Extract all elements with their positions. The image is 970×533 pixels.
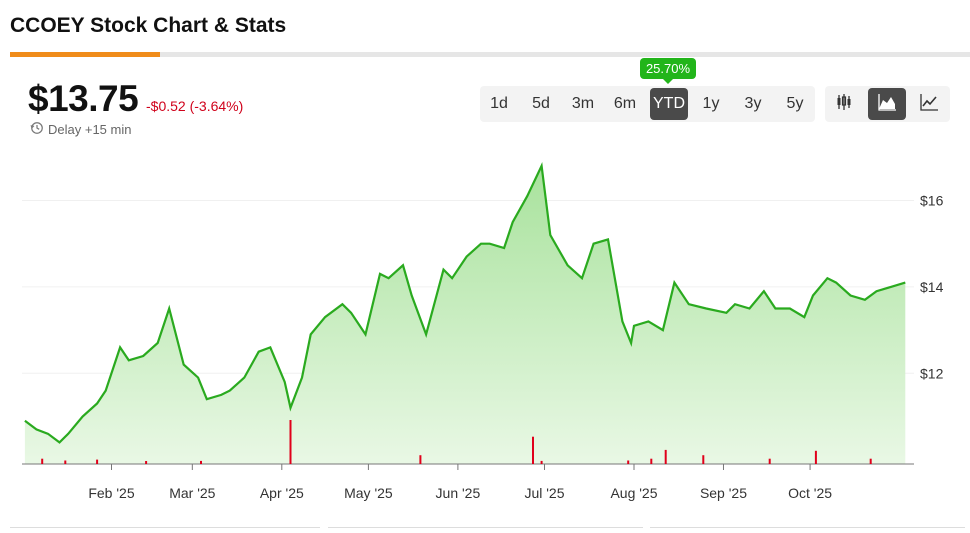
y-tick-label: $14 — [920, 279, 944, 295]
x-tick-label: Oct '25 — [788, 485, 832, 501]
delay-text: Delay +15 min — [48, 122, 132, 137]
volume-bar — [289, 420, 292, 464]
bottom-tabs-hint — [0, 524, 970, 532]
x-tick-label: Sep '25 — [700, 485, 747, 501]
range-3y-button[interactable]: 3y — [744, 95, 762, 112]
volume-bar — [64, 460, 67, 464]
volume-bar — [664, 449, 667, 464]
range-ytd-button[interactable]: YTD — [650, 88, 688, 120]
chart-type-selector — [825, 86, 950, 122]
volume-bar — [41, 458, 44, 464]
history-clock-icon — [30, 121, 44, 138]
volume-bar — [627, 460, 630, 464]
volume-bars — [41, 420, 872, 464]
x-tick-label: May '25 — [344, 485, 393, 501]
volume-bar — [702, 455, 705, 464]
x-tick-label: Jul '25 — [524, 485, 564, 501]
range-3m-button[interactable]: 3m — [571, 95, 595, 112]
price-line — [24, 162, 906, 444]
volume-bar — [419, 455, 422, 464]
header-accent-bar — [10, 52, 160, 57]
line-chart-icon — [919, 92, 939, 117]
delay-note: Delay +15 min — [30, 121, 131, 138]
range-selector: 1d 5d 3m 6m YTD 1y 3y 5y — [480, 86, 815, 122]
candlestick-chart-button[interactable] — [825, 88, 863, 120]
y-axis: $12 $14 $16 — [920, 192, 944, 381]
volume-bar — [540, 460, 543, 464]
area-chart-icon — [877, 92, 897, 117]
x-tick-label: Jun '25 — [436, 485, 481, 501]
range-5d-button[interactable]: 5d — [532, 95, 550, 112]
area-chart-button[interactable] — [868, 88, 906, 120]
x-tick-label: Apr '25 — [260, 485, 304, 501]
volume-bar — [532, 436, 534, 464]
range-1d-button[interactable]: 1d — [490, 95, 508, 112]
volume-bar — [96, 459, 99, 464]
volume-bar — [650, 458, 653, 464]
volume-bar — [768, 458, 771, 464]
header-divider — [10, 52, 970, 57]
x-tick-label: Feb '25 — [88, 485, 134, 501]
y-tick-label: $16 — [920, 192, 944, 208]
range-1y-button[interactable]: 1y — [702, 95, 720, 112]
bottom-tab-3 — [650, 527, 965, 533]
bottom-tab-2 — [328, 527, 643, 533]
range-5y-button[interactable]: 5y — [786, 95, 804, 112]
range-return-badge: 25.70% — [640, 58, 696, 84]
bottom-tab-1 — [10, 527, 320, 533]
y-tick-label: $12 — [920, 365, 944, 381]
x-tick-label: Aug '25 — [610, 485, 657, 501]
volume-bar — [869, 458, 872, 464]
x-axis: Feb '25 Mar '25 Apr '25 May '25 Jun '25 Jul '… — [88, 464, 832, 501]
current-price: $13.75 — [28, 78, 139, 119]
volume-bar — [814, 450, 817, 464]
line-chart-button[interactable] — [910, 88, 948, 120]
volume-bar — [200, 460, 202, 464]
price-area-fill — [24, 165, 906, 464]
range-6m-button[interactable]: 6m — [613, 95, 637, 112]
x-tick-label: Mar '25 — [169, 485, 215, 501]
volume-bar — [145, 461, 148, 464]
candlestick-icon — [834, 92, 854, 117]
price-change: -$0.52 (-3.64%) — [146, 98, 244, 114]
page-title: CCOEY Stock Chart & Stats — [10, 14, 287, 37]
price-chart: Feb '25 Mar '25 Apr '25 May '25 Jun '25 Jul '… — [22, 162, 944, 501]
